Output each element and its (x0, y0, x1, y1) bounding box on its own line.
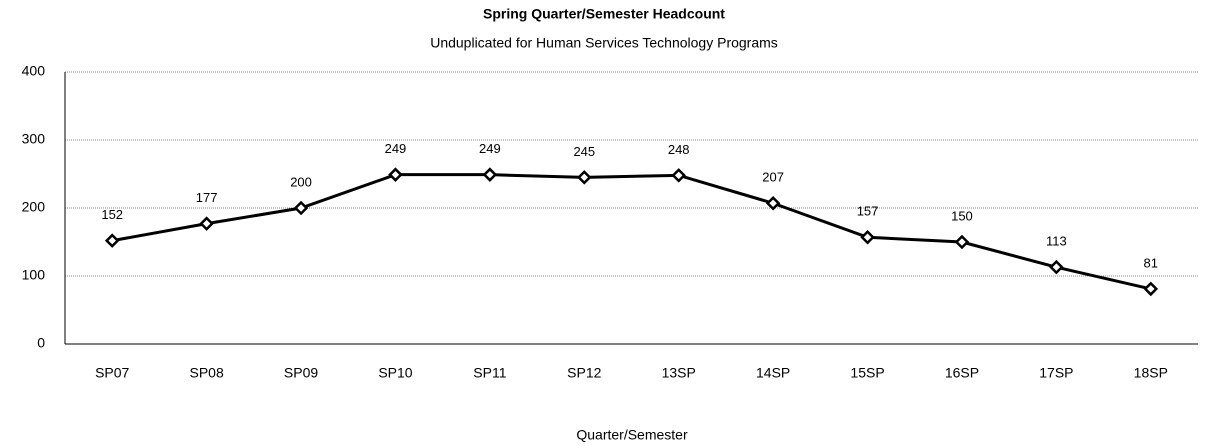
marker (765, 195, 781, 211)
chart-subtitle: Unduplicated for Human Services Technolo… (430, 35, 778, 51)
data-label: 150 (951, 208, 973, 223)
x-axis-label: Quarter/Semester (576, 427, 688, 443)
marker (671, 168, 686, 183)
y-tick-label: 400 (22, 63, 46, 79)
x-tick-label: SP12 (567, 365, 601, 381)
data-label: 249 (385, 141, 407, 156)
x-tick-label: SP07 (95, 365, 129, 381)
x-tick-label: 16SP (945, 365, 979, 381)
marker (199, 216, 214, 231)
data-label: 248 (668, 142, 690, 157)
data-label: 113 (1046, 234, 1067, 249)
y-tick-label: 100 (22, 267, 46, 283)
marker (1049, 259, 1064, 275)
y-tick-label: 0 (37, 335, 45, 351)
x-tick-label: SP09 (284, 365, 318, 381)
data-label: 245 (573, 144, 595, 159)
x-tick-label: 14SP (756, 365, 790, 381)
x-tick-label: SP10 (378, 365, 412, 381)
marker (860, 229, 875, 245)
x-tick-label: 18SP (1134, 365, 1168, 381)
data-label: 81 (1144, 255, 1158, 270)
marker (293, 200, 309, 216)
marker (482, 167, 498, 182)
y-tick-label: 300 (22, 131, 46, 147)
marker (388, 167, 403, 182)
x-tick-label: 13SP (662, 365, 696, 381)
data-label: 200 (290, 174, 312, 189)
marker (577, 170, 592, 185)
data-label: 207 (762, 170, 784, 185)
y-tick-label: 200 (22, 199, 46, 215)
x-tick-label: SP08 (190, 365, 224, 381)
marker (954, 234, 970, 250)
x-tick-label: 17SP (1039, 365, 1073, 381)
data-label: 177 (196, 190, 218, 205)
data-label: 249 (479, 141, 501, 156)
chart-title: Spring Quarter/Semester Headcount (483, 6, 725, 22)
x-tick-label: 15SP (850, 365, 884, 381)
marker (104, 233, 120, 248)
x-tick-label: SP11 (473, 365, 506, 381)
line (111, 173, 1152, 291)
data-label: 157 (857, 204, 879, 219)
marker (1143, 281, 1159, 297)
data-label: 152 (101, 207, 123, 222)
